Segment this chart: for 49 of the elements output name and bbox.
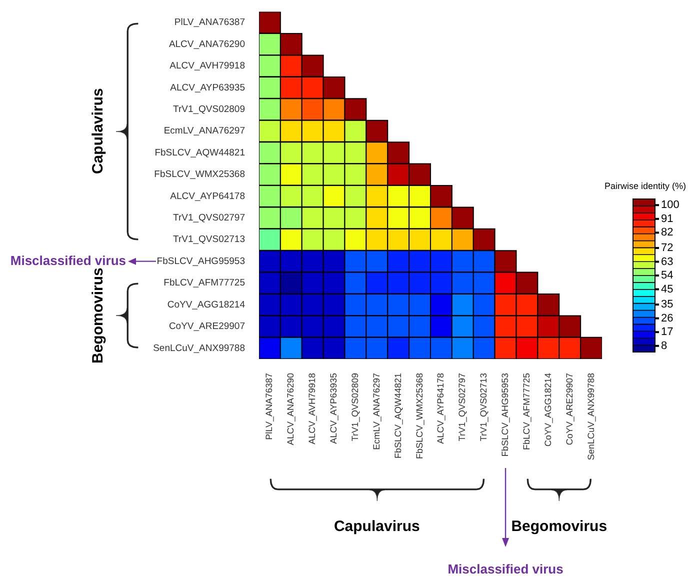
y-tick-label: TrV1_QVS02797 (173, 212, 245, 224)
y-tick-label: CoYV_AGG18214 (167, 299, 245, 310)
x-tick-label: FbLCV_AFM77725 (521, 373, 532, 450)
x-tick-label: CoYV_ARE29907 (564, 373, 574, 446)
color-bar-label: 82 (661, 226, 674, 239)
y-tick-label: TrV1_QVS02713 (173, 234, 245, 246)
color-bar-label: 26 (661, 312, 674, 324)
x-tick-label: TrV1_QVS02797 (457, 373, 468, 442)
x-tick-label: FbSLCV_AHG95953 (500, 373, 510, 457)
y-tick-label: FbSLCV_AQW44821 (154, 147, 245, 158)
x-tick-label: TrV1_QVS02713 (478, 373, 489, 442)
color-bar-label: 91 (661, 212, 674, 225)
color-bar-label: 63 (661, 256, 674, 268)
color-bar-label: 100 (661, 199, 680, 212)
color-bar-title: Pairwise identity (%) (604, 180, 686, 191)
x-tick-label: ALCV_ANA76290 (286, 373, 296, 446)
color-bar-label: 72 (661, 242, 674, 254)
color-bar-label: 54 (661, 270, 674, 282)
text: Begomovirus (511, 518, 608, 536)
y-tick-label: ALCV_AYP63935 (170, 82, 245, 94)
text: Capulavirus (90, 88, 107, 174)
y-tick-label: PlLV_ANA76387 (174, 17, 245, 28)
y-tick-label: FbSLCV_WMX25368 (154, 169, 245, 180)
y-tick-label: SenLCuV_ANX99788 (153, 342, 245, 354)
x-tick-label: ALCV_AYP64178 (436, 373, 446, 444)
x-tick-label: FbSLCV_AQW44821 (392, 373, 403, 459)
y-tick-label: EcmLV_ANA76297 (164, 126, 245, 137)
y-tick-label: ALCV_AYP64178 (170, 190, 245, 202)
y-tick-label: ALCV_AVH79918 (170, 60, 245, 72)
y-tick-label: FbLCV_AFM77725 (164, 278, 245, 289)
x-tick-label: CoYV_AGG18214 (542, 373, 553, 447)
text: Misclassified virus (10, 252, 126, 268)
color-bar-label: 17 (661, 326, 674, 338)
y-tick-label: FbSLCV_AHG95953 (156, 256, 245, 267)
color-bar-label: 8 (661, 340, 668, 352)
y-tick-label: TrV1_QVS02809 (173, 104, 245, 116)
text: Misclassified virus (448, 562, 564, 577)
x-tick-label: ALCV_AVH79918 (307, 373, 318, 444)
color-bar-label: 35 (661, 298, 674, 311)
y-tick-label: CoYV_ARE29907 (168, 321, 245, 332)
x-tick-label: ALCV_AYP63935 (328, 373, 339, 444)
text: Capulavirus (334, 518, 420, 536)
color-bar-label: 45 (661, 283, 674, 296)
x-tick-label: TrV1_QVS02809 (350, 373, 360, 442)
x-tick-label: FbSLCV_WMX25368 (414, 373, 424, 460)
x-tick-label: SenLCuV_ANX99788 (586, 373, 596, 460)
x-tick-label: EcmLV_ANA76297 (371, 373, 382, 450)
y-tick-label: ALCV_ANA76290 (168, 38, 245, 50)
text: Begomovirus (90, 268, 107, 364)
